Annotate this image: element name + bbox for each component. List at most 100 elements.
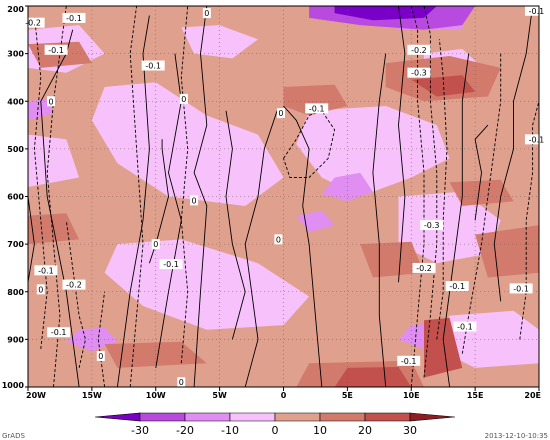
- y-tick-label-1: 300: [7, 50, 24, 59]
- contour-line-15: [129, 6, 144, 387]
- contour-label-bg: [159, 259, 183, 270]
- contour-label-bg: [177, 377, 186, 388]
- contour-label-bg: [151, 239, 160, 250]
- contour-label-text: -0.2: [411, 46, 427, 55]
- contour-label-text: -0.3: [424, 221, 440, 230]
- y-tick-label-4: 600: [7, 193, 24, 202]
- contour-label-text: -0.1: [529, 7, 545, 16]
- contour-label-text: 0: [38, 285, 43, 294]
- contour-label-27: -0.1: [397, 355, 421, 366]
- contour-label-bg: [202, 8, 211, 19]
- contour-label-bg: [62, 279, 86, 290]
- contour-line-22: [461, 53, 502, 354]
- contour-label-8: -0.1: [305, 103, 329, 114]
- contour-label-text: -0.1: [529, 135, 545, 144]
- colorbar-tick-label-3: 0: [272, 424, 279, 437]
- contour-label-13: 0: [190, 195, 199, 206]
- contour-label-2: -0.1: [44, 44, 68, 55]
- colorbar-tick-label-5: 20: [358, 424, 372, 437]
- contour-label-text: -0.2: [25, 19, 41, 28]
- x-tick-label-6: 10E: [403, 391, 420, 400]
- x-tick-label-1: 15W: [82, 391, 102, 400]
- shaded-region-8: [28, 134, 80, 187]
- colorbar-swatch-2: [184, 412, 231, 422]
- x-tick-label-8: 20E: [524, 391, 541, 400]
- y-tick-label-6: 800: [7, 288, 24, 297]
- contour-label-14: 0: [151, 239, 160, 250]
- contour-label-text: 0: [278, 109, 283, 118]
- contour-label-bg: [509, 283, 533, 294]
- y-tick-label-0: 200: [7, 5, 24, 14]
- shaded-region-27: [424, 317, 463, 378]
- colorbar-swatch-4: [274, 412, 321, 422]
- contour-line-23: [519, 101, 539, 340]
- contour-line-17: [33, 15, 48, 349]
- contour-label-bg: [44, 44, 68, 55]
- contour-label-text: 0: [48, 97, 53, 106]
- y-tick-label-7: 900: [7, 335, 24, 344]
- contour-label-text: -0.1: [51, 328, 67, 337]
- colorbar-tick-label-6: 30: [403, 424, 417, 437]
- contour-label-text: 0: [98, 352, 103, 361]
- contour-label-text: -0.1: [163, 260, 179, 269]
- contour-label-16: 0: [274, 234, 283, 245]
- colorbar-tick-label-1: -20: [176, 424, 194, 437]
- contour-label-text: 0: [181, 95, 186, 104]
- contour-label-text: 0: [204, 9, 209, 18]
- contour-line-10: [442, 53, 470, 387]
- contour-label-10: -0.3: [407, 67, 431, 78]
- contour-label-bg: [445, 281, 469, 292]
- contour-label-11: -0.1: [524, 5, 548, 16]
- shaded-region-17: [283, 84, 348, 116]
- contour-label-24: -0.1: [445, 281, 469, 292]
- contour-label-bg: [46, 96, 55, 107]
- contour-line-20: [423, 6, 438, 378]
- contour-label-bg: [453, 321, 477, 332]
- contour-line-9: [398, 6, 406, 283]
- contour-label-text: -0.1: [38, 266, 54, 275]
- contour-label-1: -0.2: [21, 17, 45, 28]
- contour-label-text: -0.1: [513, 284, 529, 293]
- contour-label-bg: [407, 44, 431, 55]
- shaded-region-22: [449, 179, 514, 206]
- contour-label-text: -0.2: [66, 281, 82, 290]
- contour-label-text: -0.1: [457, 323, 473, 332]
- contour-label-text: -0.1: [449, 282, 465, 291]
- contour-label-bg: [407, 67, 431, 78]
- contour-label-12: -0.1: [524, 134, 548, 145]
- contour-line-24: [65, 220, 86, 368]
- colorbar-tick-label-0: -30: [131, 424, 149, 437]
- contour-label-bg: [397, 355, 421, 366]
- contour-label-text: -0.1: [145, 62, 161, 71]
- colorbar-swatch-0: [94, 412, 141, 422]
- contour-label-bg: [141, 60, 165, 71]
- contour-line-2: [155, 53, 182, 368]
- contour-label-18: 0: [36, 284, 45, 295]
- shaded-region-29: [334, 6, 437, 21]
- contour-line-18: [283, 110, 336, 178]
- x-tick-label-4: 0: [281, 391, 287, 400]
- contour-label-text: -0.2: [416, 264, 432, 273]
- shaded-region-9: [181, 25, 258, 59]
- contour-label-bg: [420, 220, 444, 231]
- shaded-region-24: [360, 241, 424, 278]
- contour-label-26: -0.1: [453, 321, 477, 332]
- contour-label-bg: [412, 262, 436, 273]
- contour-label-7: 0: [276, 108, 285, 119]
- contour-label-20: -0.1: [47, 327, 71, 338]
- contour-label-text: -0.1: [309, 104, 325, 113]
- contour-label-bg: [96, 351, 105, 362]
- y-axis-ticks: 200 300 400 500 600 700 800 900 1000: [2, 5, 28, 390]
- contour-label-bg: [276, 108, 285, 119]
- contour-label-0: -0.1: [62, 12, 86, 23]
- contour-label-text: 0: [192, 196, 197, 205]
- y-tick-label-5: 700: [7, 240, 24, 249]
- x-tick-label-3: 5W: [212, 391, 227, 400]
- x-tick-label-2: 10W: [146, 391, 166, 400]
- contour-label-17: -0.1: [34, 265, 58, 276]
- contour-label-text: -0.1: [401, 357, 417, 366]
- x-tick-label-0: 20W: [26, 391, 46, 400]
- x-tick-label-7: 15E: [467, 391, 484, 400]
- contour-label-25: -0.1: [509, 283, 533, 294]
- contour-line-1: [116, 15, 150, 387]
